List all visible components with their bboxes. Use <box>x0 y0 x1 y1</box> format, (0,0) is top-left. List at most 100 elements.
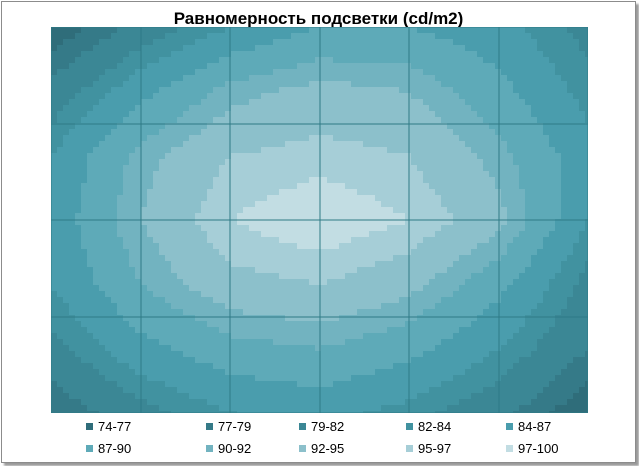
heatmap-cell <box>381 105 388 112</box>
heatmap-cell <box>183 225 190 232</box>
heatmap-cell <box>93 51 100 58</box>
heatmap-cell <box>339 213 346 220</box>
heatmap-cell <box>435 177 442 184</box>
heatmap-cell <box>327 159 334 166</box>
heatmap-cell <box>393 105 400 112</box>
heatmap-cell <box>387 33 394 40</box>
heatmap-cell <box>405 261 412 268</box>
heatmap-cell <box>441 267 448 274</box>
heatmap-cell <box>207 141 214 148</box>
heatmap-cell <box>411 39 418 46</box>
heatmap-cell <box>57 183 64 190</box>
heatmap-cell <box>183 255 190 262</box>
heatmap-cell <box>261 243 268 250</box>
heatmap-cell <box>333 333 340 340</box>
heatmap-cell <box>561 165 568 172</box>
heatmap-cell <box>237 159 244 166</box>
heatmap-cell <box>357 291 364 298</box>
heatmap-cell <box>351 207 358 214</box>
heatmap-cell <box>147 177 154 184</box>
heatmap-cell <box>345 339 352 346</box>
heatmap-cell <box>435 171 442 178</box>
heatmap-cell <box>585 33 588 40</box>
heatmap-cell <box>525 267 532 274</box>
heatmap-cell <box>537 99 544 106</box>
heatmap-cell <box>153 351 160 358</box>
heatmap-cell <box>183 33 190 40</box>
heatmap-cell <box>63 297 70 304</box>
heatmap-cell <box>369 93 376 100</box>
heatmap-cell <box>453 87 460 94</box>
heatmap-cell <box>447 111 454 118</box>
heatmap-cell <box>471 63 478 70</box>
heatmap-cell <box>579 39 586 46</box>
heatmap-cell <box>441 333 448 340</box>
heatmap-cell <box>399 159 406 166</box>
heatmap-cell <box>141 57 148 64</box>
heatmap-cell <box>555 201 562 208</box>
heatmap-cell <box>393 189 400 196</box>
heatmap-cell <box>507 303 514 310</box>
heatmap-cell <box>105 165 112 172</box>
heatmap-cell <box>501 315 508 322</box>
heatmap-cell <box>57 321 64 328</box>
heatmap-cell <box>405 297 412 304</box>
heatmap-cell <box>471 93 478 100</box>
heatmap-cell <box>273 303 280 310</box>
heatmap-cell <box>99 321 106 328</box>
heatmap-cell <box>51 231 58 238</box>
heatmap-cell <box>363 207 370 214</box>
heatmap-cell <box>549 309 556 316</box>
heatmap-cell <box>195 153 202 160</box>
heatmap-cell <box>399 237 406 244</box>
heatmap-cell <box>429 333 436 340</box>
heatmap-cell <box>483 93 490 100</box>
heatmap-cell <box>417 213 424 220</box>
heatmap-cell <box>123 297 130 304</box>
heatmap-cell <box>69 45 76 52</box>
heatmap-cell <box>111 201 118 208</box>
heatmap-cell <box>459 213 466 220</box>
heatmap-cell <box>549 237 556 244</box>
heatmap-cell <box>315 291 322 298</box>
heatmap-cell <box>177 189 184 196</box>
heatmap-cell <box>291 27 298 34</box>
heatmap-cell <box>339 321 346 328</box>
heatmap-cell <box>405 279 412 286</box>
heatmap-cell <box>453 63 460 70</box>
heatmap-cell <box>213 231 220 238</box>
heatmap-cell <box>561 225 568 232</box>
heatmap-cell <box>81 93 88 100</box>
heatmap-cell <box>465 141 472 148</box>
heatmap-cell <box>279 159 286 166</box>
heatmap-cell <box>531 171 538 178</box>
heatmap-cell <box>237 33 244 40</box>
heatmap-cell <box>297 285 304 292</box>
heatmap-cell <box>147 189 154 196</box>
heatmap-cell <box>471 147 478 154</box>
heatmap-cell <box>105 273 112 280</box>
heatmap-cell <box>345 273 352 280</box>
heatmap-cell <box>183 231 190 238</box>
heatmap-cell <box>255 51 262 58</box>
heatmap-cell <box>81 231 88 238</box>
heatmap-cell <box>153 63 160 70</box>
heatmap-cell <box>165 159 172 166</box>
heatmap-cell <box>585 345 588 352</box>
heatmap-cell <box>357 201 364 208</box>
heatmap-cell <box>435 93 442 100</box>
heatmap-cell <box>489 231 496 238</box>
heatmap-cell <box>297 345 304 352</box>
heatmap-cell <box>87 243 94 250</box>
heatmap-cell <box>417 147 424 154</box>
heatmap-cell <box>411 159 418 166</box>
heatmap-cell <box>363 45 370 52</box>
heatmap-cell <box>303 321 310 328</box>
heatmap-cell <box>387 351 394 358</box>
heatmap-cell <box>417 51 424 58</box>
heatmap-cell <box>93 63 100 70</box>
heatmap-cell <box>525 123 532 130</box>
heatmap-cell <box>51 345 58 352</box>
heatmap-cell <box>519 177 526 184</box>
heatmap-cell <box>465 39 472 46</box>
